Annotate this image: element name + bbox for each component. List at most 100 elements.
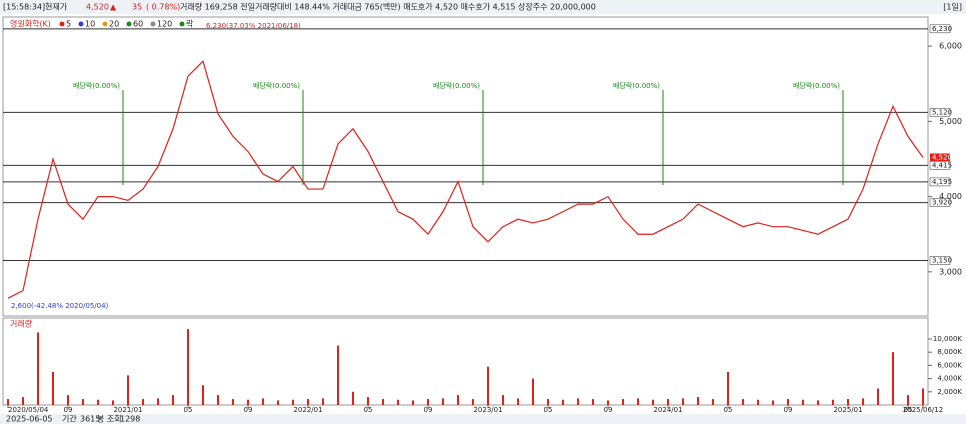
- footer-bar: [0, 414, 966, 424]
- volume-bar: [82, 399, 84, 405]
- volume-bar: [397, 399, 399, 405]
- volume-bar: [532, 378, 534, 405]
- change: 35: [132, 3, 142, 12]
- volume-bar: [7, 399, 9, 405]
- y-tick-label: 2,000K: [937, 388, 962, 396]
- x-tick-label: 2023/01: [473, 406, 502, 414]
- level-label: 4,195: [932, 178, 952, 186]
- volume-bar: [607, 400, 609, 405]
- volume-bar: [592, 399, 594, 405]
- footer-date[interactable]: 2025-06-05: [6, 415, 53, 424]
- quote: 거래량 169,258 전일거래량대비 148.44% 거래대금 765(백만)…: [180, 2, 596, 12]
- x-tick-label: 2021/01: [113, 406, 142, 414]
- level-label: 3,920: [932, 199, 952, 207]
- volume-bar: [757, 399, 759, 405]
- period[interactable]: [1일]: [943, 3, 962, 12]
- price-line: [7, 60, 924, 299]
- volume-bar: [877, 388, 879, 405]
- y-tick-label: 8,000K: [937, 348, 962, 356]
- volume-bar: [37, 332, 39, 405]
- legend-label: 120: [157, 20, 172, 29]
- volume-bar: [562, 399, 564, 405]
- x-tick-label: 05: [724, 406, 733, 414]
- y-tick-label: 6,000: [939, 42, 962, 51]
- volume-bar: [322, 398, 324, 405]
- y-tick-label: 3,000: [939, 267, 962, 276]
- x-tick-label: 05: [364, 406, 373, 414]
- volume-bar: [292, 399, 294, 405]
- legend-dot: [78, 21, 84, 27]
- volume-bar: [622, 399, 624, 405]
- volume-bar: [217, 395, 219, 405]
- volume-bar: [67, 395, 69, 405]
- annotation: 6,230(37.03% 2021/06/18): [206, 22, 301, 30]
- footer-period-label: 기간: [62, 414, 77, 424]
- volume-bar: [52, 371, 54, 405]
- x-tick-label: 2025/01: [833, 406, 862, 414]
- x-tick-label: 09: [244, 406, 253, 414]
- volume-bar: [352, 391, 354, 405]
- volume-bar: [637, 398, 639, 405]
- volume-bar: [232, 399, 234, 405]
- x-tick-label: 09: [424, 406, 433, 414]
- volume-bar: [22, 397, 24, 405]
- y-tick-label: 4,000: [939, 192, 962, 201]
- price: 4,520: [86, 3, 109, 12]
- legend-label: 60: [133, 20, 143, 29]
- x-tick-label: 05: [904, 406, 913, 414]
- volume-bar: [472, 399, 474, 405]
- x-tick-label: 2025/06/12: [903, 406, 943, 414]
- volume-bar: [262, 398, 264, 405]
- time: [15:58:34]: [3, 3, 45, 12]
- legend-dot: [59, 21, 65, 27]
- footer-zoom[interactable]: 1298: [120, 415, 140, 424]
- volume-bar: [892, 352, 894, 405]
- volume-bar: [487, 366, 489, 405]
- legend-dot: [126, 21, 132, 27]
- legend-label: 락: [186, 19, 194, 29]
- y-tick-label: 5,000: [939, 117, 962, 126]
- volume-bar: [97, 399, 99, 405]
- dividend-label: 배당락(0.00%): [73, 81, 120, 90]
- volume-bar: [112, 400, 114, 405]
- current-box: [930, 153, 950, 162]
- volume-bar: [187, 329, 189, 405]
- y-tick-label: 6,000K: [937, 361, 962, 369]
- volume-bar: [127, 375, 129, 405]
- level-box: [929, 108, 951, 117]
- volume-bar: [727, 371, 729, 405]
- volume-bar: [442, 398, 444, 405]
- volume-bar: [547, 399, 549, 405]
- volume-bar: [502, 395, 504, 405]
- volume-bar: [427, 399, 429, 405]
- level-label: 3,150: [932, 257, 952, 265]
- level-box: [929, 256, 951, 265]
- x-tick-label: 2020/05/04: [8, 406, 49, 414]
- volume-bar: [517, 398, 519, 405]
- footer-count[interactable]: 3615: [80, 415, 100, 424]
- volume-bar: [367, 397, 369, 405]
- dividend-label: 배당락(0.00%): [613, 81, 660, 90]
- x-tick-label: 09: [64, 406, 73, 414]
- top-bar: [0, 0, 966, 14]
- x-tick-label: 05: [184, 406, 193, 414]
- volume-bar: [202, 385, 204, 405]
- x-tick-label: 09: [604, 406, 613, 414]
- y-tick-label: 4,000K: [937, 375, 962, 383]
- volume-bar: [712, 399, 714, 405]
- x-tick-label: 09: [784, 406, 793, 414]
- volume-bar: [772, 400, 774, 405]
- volume-pane: [2, 317, 929, 406]
- x-tick-label: 2024/01: [653, 406, 682, 414]
- dividend-label: 배당락(0.00%): [253, 81, 300, 90]
- volume-title: 거래량: [10, 319, 33, 329]
- legend-dot: [150, 21, 156, 27]
- volume-bar: [412, 400, 414, 405]
- legend-title: 영원화학(K): [10, 19, 51, 29]
- legend-dot: [102, 21, 108, 27]
- dividend-label: 배당락(0.00%): [433, 81, 480, 90]
- level-label: 6,230: [932, 25, 952, 33]
- dividend-label: 배당락(0.00%): [793, 81, 840, 90]
